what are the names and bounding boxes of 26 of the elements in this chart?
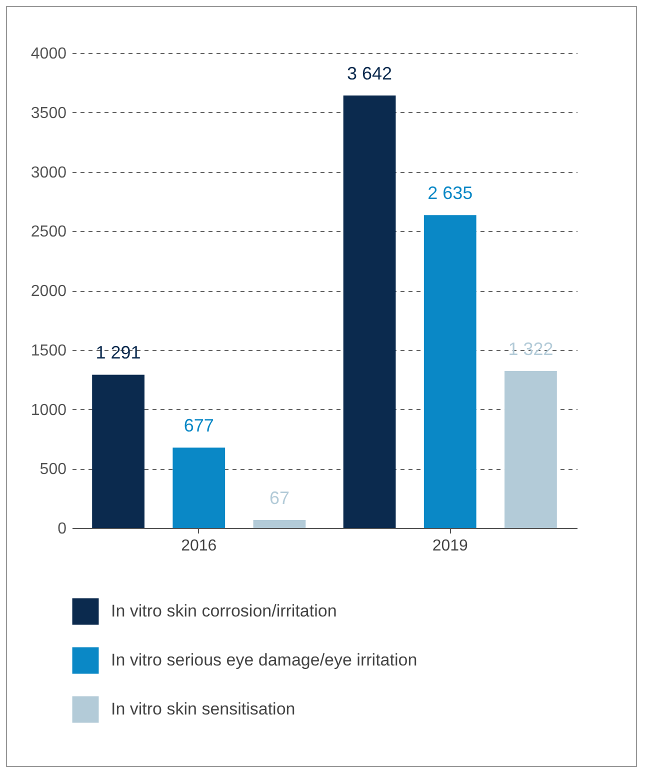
data-label: 67 [269,488,290,508]
bar [424,215,476,528]
x-tick-label: 2016 [181,538,217,554]
data-label: 1 291 [96,342,141,363]
data-label: 677 [184,416,214,436]
data-label: 3 642 [347,64,392,84]
y-tick-label: 2000 [30,283,67,300]
y-tick-label: 3500 [30,104,67,122]
legend-label: In vitro skin sensitisation [111,700,296,718]
data-label: 1 322 [508,339,554,360]
legend-label: In vitro skin corrosion/irritation [111,602,337,620]
y-tick-label: 3000 [30,164,67,182]
bar [172,448,226,528]
y-tick-label: 1500 [30,342,67,360]
y-tick-label: 2500 [30,224,67,241]
bar [253,520,306,528]
bar [504,371,557,528]
bar [343,96,396,528]
x-tick-label: 2019 [432,538,468,554]
bar [92,374,144,528]
legend-label: In vitro serious eye damage/eye irritation [111,650,418,670]
y-tick-label: 4000 [30,46,67,62]
y-tick-label: 500 [40,461,67,478]
y-tick-label: 0 [58,520,67,538]
y-tick-label: 1000 [30,402,67,419]
data-label: 2 635 [428,183,473,204]
